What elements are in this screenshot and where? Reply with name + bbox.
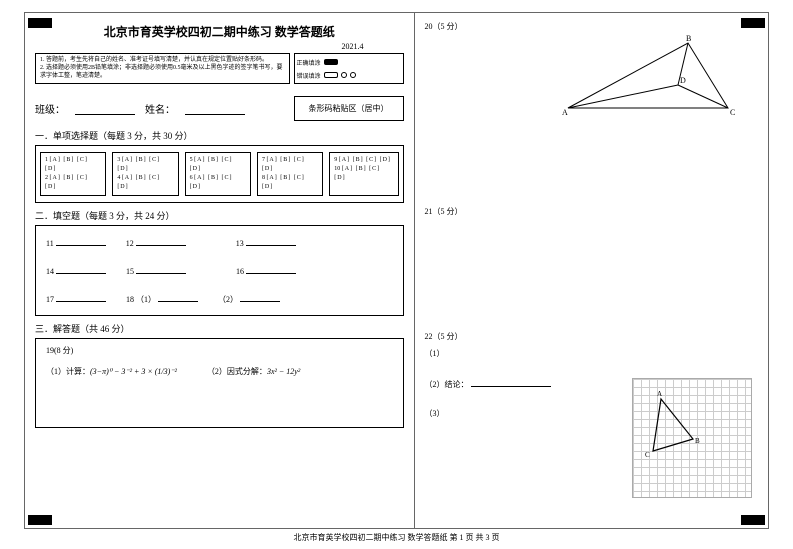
q20-label: 20（5 分） xyxy=(425,21,758,32)
legend-correct-label: 正确填涂 xyxy=(297,58,321,67)
vertex-a: A xyxy=(562,108,568,117)
mc-options: [A] [B] [C] [D] xyxy=(117,175,160,190)
instructions-box: 1. 答题前，考生先将自己的姓名、准考证号填写清楚，并认真在规定位置贴好条形码。… xyxy=(35,53,290,84)
filled-bubble-icon xyxy=(324,59,338,65)
mc-options: [A] [B] [C] [D] xyxy=(117,157,160,172)
mc-options: [A] [B] [C] [D] xyxy=(45,157,88,172)
mc-options: [A] [B] [C] [D] xyxy=(262,175,305,190)
q21-label: 21（5 分） xyxy=(425,206,758,217)
q19-label: 19(8 分) xyxy=(46,345,393,356)
name-blank[interactable] xyxy=(185,103,245,115)
answer-sheet: 北京市育英学校四初二期中练习 数学答题纸 2021.4 1. 答题前，考生先将自… xyxy=(24,12,769,529)
section-3-heading: 三．解答题（共 46 分） xyxy=(35,322,404,335)
grid-figure-box: A B C xyxy=(632,378,752,498)
mc-options: [A] [B] [C] [D] xyxy=(262,157,305,172)
bubble-legend: 正确填涂 错误填涂 xyxy=(294,53,404,84)
q-num: 16 xyxy=(236,267,244,276)
coordinate-grid: A B C xyxy=(632,378,752,498)
vertex-b: B xyxy=(686,34,691,43)
q-num: 6 xyxy=(190,175,193,181)
q-num: 14 xyxy=(46,267,54,276)
q19-box: 19(8 分) （1）计算：(3−π)⁰ − 3⁻² + 3 × (1/3)⁻²… xyxy=(35,338,404,428)
mc-options: [A] [B] [C] [D] xyxy=(190,175,233,190)
page-title: 北京市育英学校四初二期中练习 数学答题纸 xyxy=(35,23,404,40)
fill-blank[interactable] xyxy=(56,236,106,246)
student-info-row: 班级： 姓名： 条形码粘贴区（居中） xyxy=(35,96,404,121)
q19-2-eq: 3x² − 12y² xyxy=(267,367,300,376)
q-num: 5 xyxy=(190,157,193,163)
mc-col[interactable]: 1 [A] [B] [C] [D] 2 [A] [B] [C] [D] xyxy=(40,152,106,196)
grid-vertex-b: B xyxy=(695,437,700,445)
mc-answer-box: 1 [A] [B] [C] [D] 2 [A] [B] [C] [D] 3 [A… xyxy=(35,145,404,203)
q19-1-eq: (3−π)⁰ − 3⁻² + 3 × (1/3)⁻² xyxy=(90,367,177,376)
mc-options: [A] [B] [C] [D] xyxy=(339,157,391,163)
fill-answer-box: 11 12 13 14 15 16 17 18 （1） （2） xyxy=(35,225,404,316)
class-blank[interactable] xyxy=(75,103,135,115)
conclusion-blank[interactable] xyxy=(471,377,551,387)
name-label: 姓名： xyxy=(145,101,175,116)
q-num: 15 xyxy=(126,267,134,276)
mc-options: [A] [B] [C] [D] xyxy=(190,157,233,172)
fill-blank[interactable] xyxy=(136,264,186,274)
vertex-d: D xyxy=(680,76,686,85)
fill-blank[interactable] xyxy=(56,292,106,302)
q-num: （2） xyxy=(218,295,238,304)
q-num: 1 xyxy=(45,157,48,163)
circle-icon xyxy=(350,72,356,78)
q-num: 8 xyxy=(262,175,265,181)
q-num: 4 xyxy=(117,175,120,181)
section-1-heading: 一．单项选择题（每题 3 分，共 30 分） xyxy=(35,129,404,142)
exam-date: 2021.4 xyxy=(35,42,364,51)
q-num: 3 xyxy=(117,157,120,163)
fill-blank[interactable] xyxy=(240,292,280,302)
q-num: 9 xyxy=(334,157,337,163)
q19-2-label: （2）因式分解： xyxy=(207,367,267,376)
class-label: 班级： xyxy=(35,101,65,116)
q-num: 13 xyxy=(236,239,244,248)
q-num: 11 xyxy=(46,239,54,248)
q22-2: （2）结论： xyxy=(425,380,469,389)
grid-triangle: A B C xyxy=(633,379,753,499)
mc-col[interactable]: 9 [A] [B] [C] [D] 10 [A] [B] [C] [D] xyxy=(329,152,398,196)
q22-label: 22（5 分） xyxy=(425,331,758,342)
fill-blank[interactable] xyxy=(56,264,106,274)
fill-blank[interactable] xyxy=(158,292,198,302)
mc-options: [A] [B] [C] [D] xyxy=(45,175,88,190)
grid-vertex-a: A xyxy=(657,390,662,398)
q22-1: （1） xyxy=(425,348,758,359)
page-footer: 北京市育英学校四初二期中练习 数学答题纸 第 1 页 共 3 页 xyxy=(0,532,793,543)
vertex-c: C xyxy=(730,108,735,117)
q-num: 18 （1） xyxy=(126,295,156,304)
section-2-heading: 二．填空题（每题 3 分，共 24 分） xyxy=(35,209,404,222)
q-num: 12 xyxy=(126,239,134,248)
grid-vertex-c: C xyxy=(645,451,650,459)
mc-col[interactable]: 3 [A] [B] [C] [D] 4 [A] [B] [C] [D] xyxy=(112,152,178,196)
fill-blank[interactable] xyxy=(246,236,296,246)
q19-1-label: （1）计算： xyxy=(46,367,90,376)
mc-options: [A] [B] [C] [D] xyxy=(334,166,380,181)
q-num: 10 xyxy=(334,166,340,172)
left-column: 北京市育英学校四初二期中练习 数学答题纸 2021.4 1. 答题前，考生先将自… xyxy=(25,13,415,528)
barcode-area: 条形码粘贴区（居中） xyxy=(294,96,404,121)
right-column: 20（5 分） A B C D 21（5 分） 22（5 分） （1） （2）结… xyxy=(415,13,768,528)
mc-col[interactable]: 5 [A] [B] [C] [D] 6 [A] [B] [C] [D] xyxy=(185,152,251,196)
q-num: 17 xyxy=(46,295,54,304)
mc-col[interactable]: 7 [A] [B] [C] [D] 8 [A] [B] [C] [D] xyxy=(257,152,323,196)
fill-blank[interactable] xyxy=(246,264,296,274)
q-num: 7 xyxy=(262,157,265,163)
circle-icon xyxy=(341,72,347,78)
triangle-figure: A B C D xyxy=(558,33,738,123)
q-num: 2 xyxy=(45,175,48,181)
open-bubble-icon xyxy=(324,72,338,78)
legend-wrong-label: 错误填涂 xyxy=(297,71,321,80)
fill-blank[interactable] xyxy=(136,236,186,246)
